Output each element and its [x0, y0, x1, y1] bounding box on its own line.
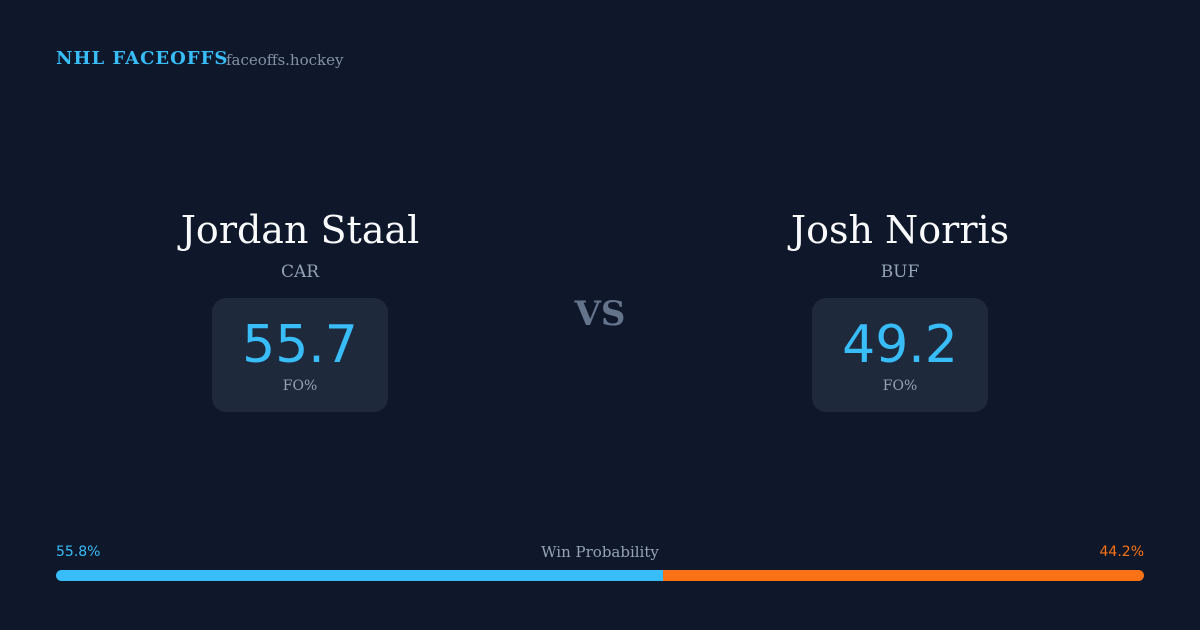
win-probability-label: 55.8% — [56, 544, 101, 560]
stat-label: FO% — [282, 378, 318, 394]
stat-value: 49.2 — [842, 315, 958, 375]
win-probability-label: 44.2% — [1099, 544, 1144, 560]
player-team: BUF — [880, 262, 920, 282]
player-team: CAR — [280, 262, 320, 282]
stat-box: 49.2 FO% — [812, 298, 988, 412]
player-name: Josh Norris — [790, 208, 1010, 252]
player-name: Jordan Staal — [180, 208, 420, 252]
player-card: Josh Norris BUF 49.2 FO% — [700, 200, 1100, 412]
stat-value: 55.7 — [242, 315, 358, 375]
brand: NHL FACEOFFS — [56, 48, 229, 69]
site: faceoffs.hockey — [226, 51, 344, 69]
win-probability-segment — [56, 570, 664, 581]
stat-box: 55.7 FO% — [212, 298, 388, 412]
versus: VS — [574, 294, 626, 334]
player-card: Jordan Staal CAR 55.7 FO% — [100, 200, 500, 412]
win-probability-title: Win Probability — [541, 543, 659, 561]
win-probability-segment — [663, 570, 1144, 581]
win-probability-bar — [56, 570, 1144, 581]
stat-label: FO% — [882, 378, 918, 394]
